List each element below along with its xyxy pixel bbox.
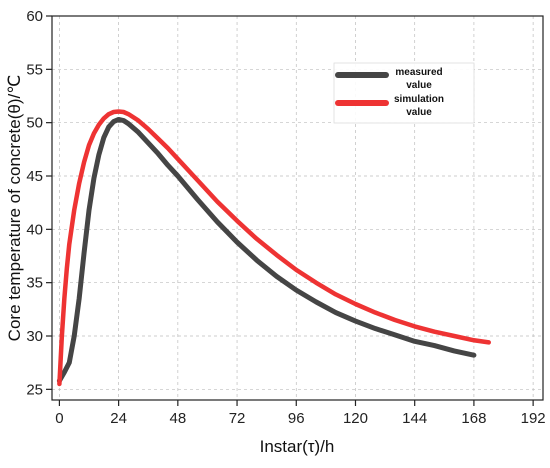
x-tick-label: 0 xyxy=(55,410,63,427)
x-tick-label: 72 xyxy=(229,410,246,427)
legend: measured value simulation value xyxy=(333,62,475,124)
x-tick-label: 96 xyxy=(288,410,305,427)
y-tick-label: 55 xyxy=(26,61,43,78)
legend-label-simulation-2: value xyxy=(406,107,432,118)
legend-label-measured-2: value xyxy=(406,80,432,91)
x-tick-label: 168 xyxy=(461,410,486,427)
y-tick-label: 50 xyxy=(26,115,43,132)
legend-label-simulation-1: simulation xyxy=(394,94,444,105)
y-tick-label: 35 xyxy=(26,275,43,292)
y-tick-label: 25 xyxy=(26,381,43,398)
y-tick-label: 45 xyxy=(26,168,43,185)
x-tick-label: 120 xyxy=(343,410,368,427)
ticks: 0 24 48 72 96 120 144 168 192 25 30 35 40 45 50 55 60 xyxy=(26,8,545,427)
series-line-measured xyxy=(56,116,477,384)
x-tick-label: 144 xyxy=(402,410,427,427)
x-tick-label: 48 xyxy=(169,410,186,427)
x-tick-label: 24 xyxy=(110,410,127,427)
y-tick-label: 30 xyxy=(26,328,43,345)
y-tick-label: 40 xyxy=(26,221,43,238)
plot-frame xyxy=(51,15,544,401)
series-line-simulation xyxy=(57,109,491,387)
legend-label-measured-1: measured xyxy=(395,67,442,78)
series-layer xyxy=(56,109,491,387)
y-axis-title: Core temperature of concrete(θ)/℃ xyxy=(5,75,24,342)
x-tick-label: 192 xyxy=(521,410,546,427)
y-tick-label: 60 xyxy=(26,8,43,25)
x-axis-title: Instar(τ)/h xyxy=(260,437,335,456)
